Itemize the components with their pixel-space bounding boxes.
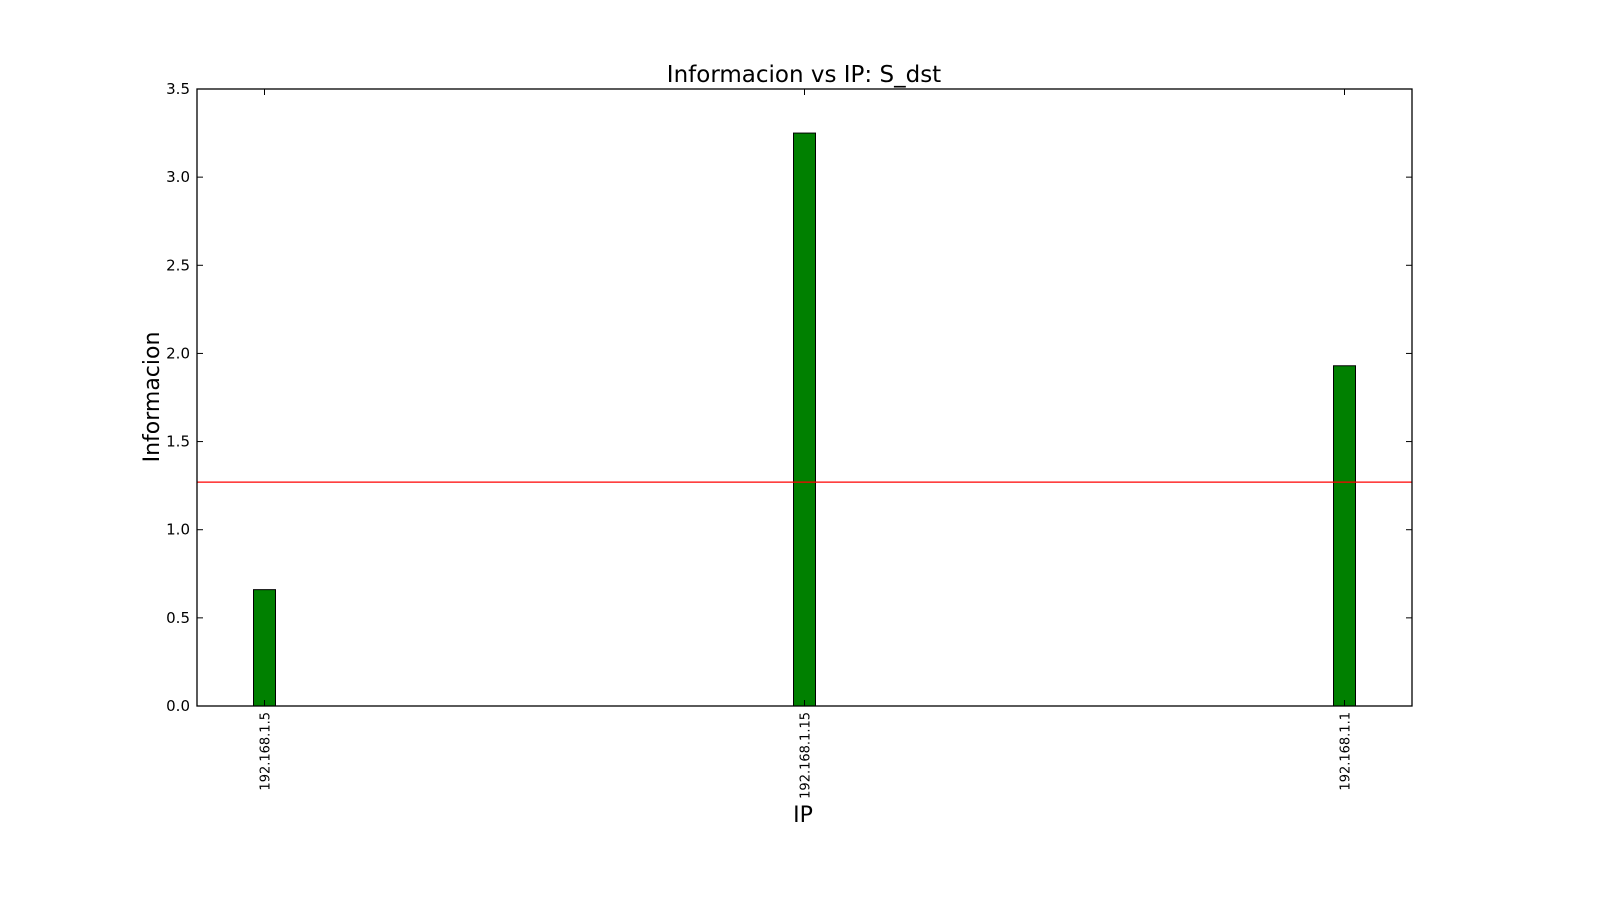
x-tick-label: 192.168.1.15 [799,712,814,799]
y-tick-label: 0.5 [166,609,190,627]
chart-title: Informacion vs IP: S_dst [667,62,941,88]
bar-series [253,132,1356,707]
y-axis-label: Informacion [140,332,165,463]
x-tick-label: 192.168.1.1 [1339,712,1354,791]
bar [253,589,276,707]
y-axis: 0.0 0.5 1.0 1.5 2.0 2.5 3.0 3.5 [166,80,1412,715]
y-tick-label: 1.0 [166,521,190,539]
y-tick-label: 2.5 [166,256,190,274]
y-tick-label: 3.5 [166,80,190,98]
y-tick-label: 1.5 [166,433,190,451]
y-tick-label: 3.0 [166,168,190,186]
x-axis-label: IP [793,803,813,828]
x-axis: 192.168.1.5 192.168.1.15 192.168.1.1 [259,89,1354,799]
y-tick-label: 2.0 [166,344,190,362]
bar [793,132,816,707]
plot-border [196,88,1413,707]
y-tick-label: 0.0 [166,697,190,715]
bar [1333,365,1356,707]
x-tick-label: 192.168.1.5 [259,712,274,791]
